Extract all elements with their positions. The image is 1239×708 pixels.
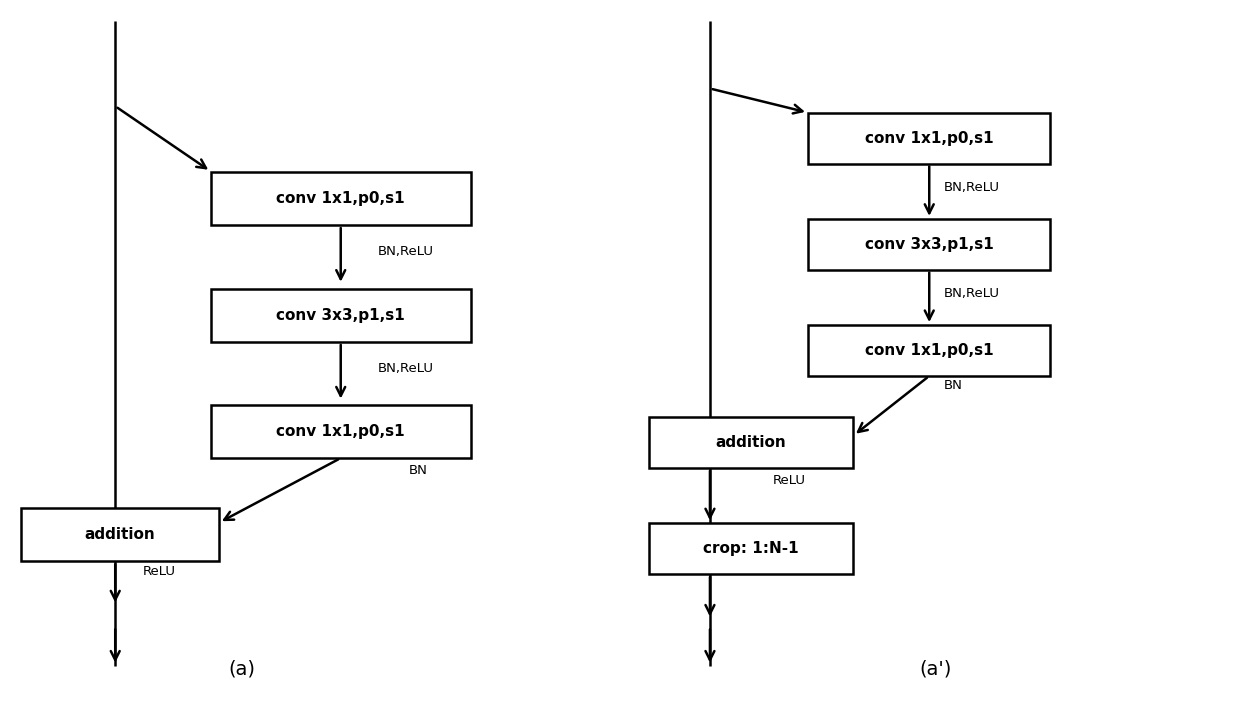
Text: addition: addition bbox=[715, 435, 787, 450]
Bar bbox=[211, 289, 471, 341]
Text: (a): (a) bbox=[228, 660, 255, 678]
Text: conv 3x3,p1,s1: conv 3x3,p1,s1 bbox=[276, 307, 405, 323]
Bar bbox=[808, 325, 1049, 376]
Text: BN,ReLU: BN,ReLU bbox=[378, 362, 434, 375]
Bar bbox=[649, 523, 852, 574]
Text: addition: addition bbox=[84, 527, 156, 542]
Bar bbox=[21, 508, 219, 561]
Text: BN,ReLU: BN,ReLU bbox=[944, 181, 1000, 194]
Bar bbox=[808, 219, 1049, 270]
Text: (a'): (a') bbox=[919, 660, 952, 678]
Text: BN,ReLU: BN,ReLU bbox=[378, 245, 434, 258]
Text: conv 3x3,p1,s1: conv 3x3,p1,s1 bbox=[865, 236, 994, 252]
Text: ReLU: ReLU bbox=[773, 474, 807, 486]
Bar bbox=[211, 405, 471, 459]
Text: crop: 1:N-1: crop: 1:N-1 bbox=[703, 541, 799, 556]
Text: ReLU: ReLU bbox=[142, 565, 176, 578]
Text: conv 1x1,p0,s1: conv 1x1,p0,s1 bbox=[276, 424, 405, 440]
Text: BN: BN bbox=[944, 379, 963, 392]
Bar bbox=[211, 172, 471, 225]
Text: conv 1x1,p0,s1: conv 1x1,p0,s1 bbox=[865, 343, 994, 358]
Text: conv 1x1,p0,s1: conv 1x1,p0,s1 bbox=[276, 190, 405, 206]
Text: BN: BN bbox=[409, 464, 427, 477]
Text: conv 1x1,p0,s1: conv 1x1,p0,s1 bbox=[865, 130, 994, 146]
Text: BN,ReLU: BN,ReLU bbox=[944, 287, 1000, 300]
Bar bbox=[649, 417, 852, 468]
Bar bbox=[808, 113, 1049, 164]
